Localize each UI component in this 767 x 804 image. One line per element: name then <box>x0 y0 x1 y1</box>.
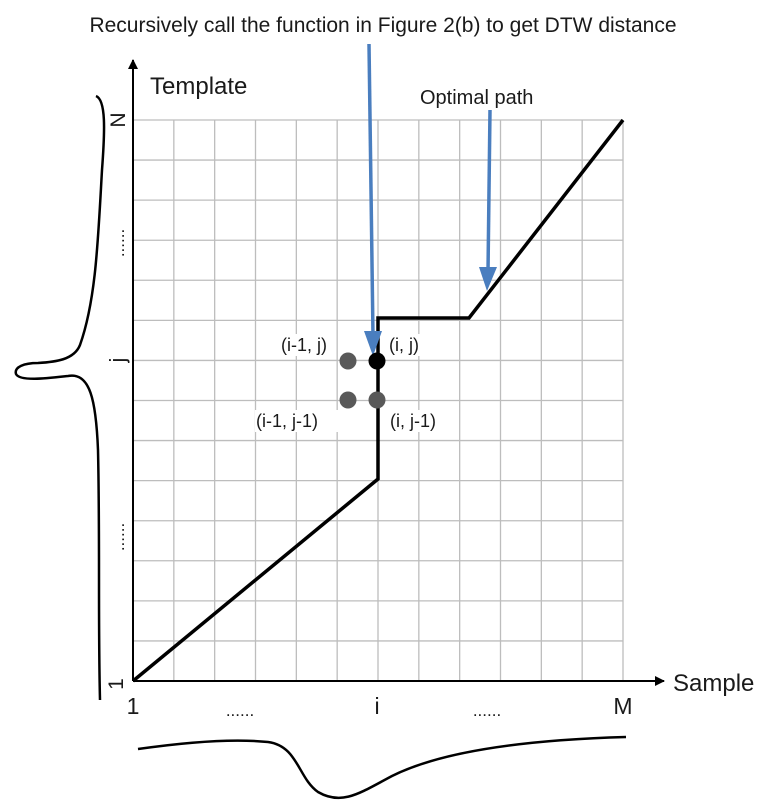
optimal-path-arrow <box>479 109 497 291</box>
y-axis-label: Template <box>150 73 247 100</box>
y-tick-lower-dots: ...... <box>109 523 128 551</box>
x-tick-mid: i <box>374 693 379 719</box>
x-tick-left-dots: ...... <box>226 701 254 720</box>
sample-signal-curve <box>137 735 627 800</box>
node-current <box>368 352 386 370</box>
y-tick-mid: j <box>105 358 130 364</box>
top-annotation: Recursively call the function in Figure … <box>89 14 676 37</box>
y-tick-top: N <box>107 112 130 127</box>
optimal-path-label: Optimal path <box>420 87 533 109</box>
x-tick-right-dots: ...... <box>473 701 501 720</box>
node-prev-diag <box>339 391 357 409</box>
y-tick-bottom: 1 <box>105 678 128 690</box>
optimal-path <box>131 118 625 683</box>
y-tick-upper-dots: ...... <box>109 229 128 257</box>
x-axis-label: Sample <box>673 670 754 697</box>
label-prev-same-row: (i-1, j) <box>281 335 327 355</box>
x-tick-start: 1 <box>127 693 140 719</box>
x-tick-end: M <box>613 693 632 719</box>
node-prev-same-row <box>339 352 357 370</box>
label-prev-diag: (i-1, j-1) <box>256 411 318 431</box>
node-same-col-below <box>368 391 386 409</box>
dtw-grid <box>132 119 624 682</box>
label-current: (i, j) <box>389 335 419 355</box>
recursive-call-arrow <box>364 43 382 356</box>
template-signal-curve <box>14 94 106 701</box>
label-same-col-below: (i, j-1) <box>390 411 436 431</box>
